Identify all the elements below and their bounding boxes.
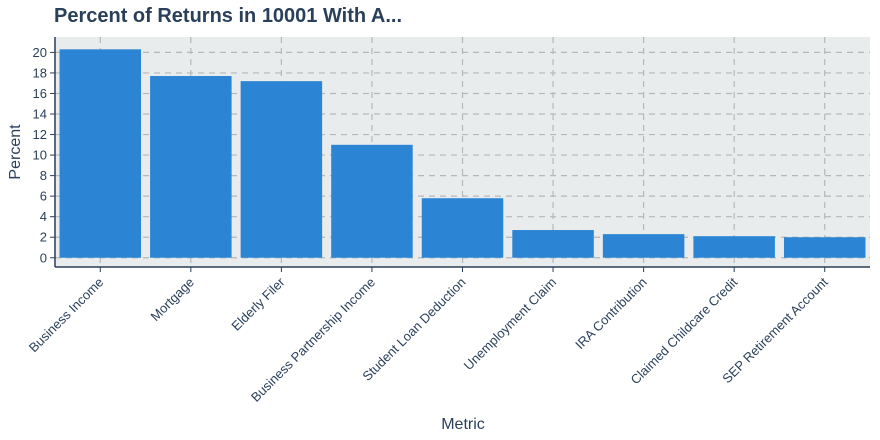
y-tick-label: 10 (33, 148, 47, 163)
y-tick-label: 8 (40, 168, 47, 183)
bar (240, 81, 323, 258)
x-tick-label: Student Loan Deduction (359, 275, 468, 384)
x-tick-label: IRA Contribution (572, 275, 650, 353)
chart-title: Percent of Returns in 10001 With A... (54, 5, 403, 27)
y-tick-label: 12 (33, 127, 47, 142)
y-tick-label: 2 (40, 230, 47, 245)
y-tick-label: 6 (40, 189, 47, 204)
y-tick-label: 16 (33, 86, 47, 101)
x-axis-label: Metric (441, 416, 485, 433)
bars (59, 49, 866, 258)
y-tick-label: 20 (33, 45, 47, 60)
bar (693, 236, 775, 258)
y-tick-label: 18 (33, 65, 47, 80)
bar (150, 76, 232, 258)
x-tick-label: Unemployment Claim (461, 275, 559, 373)
bar (512, 230, 594, 258)
bar (783, 237, 866, 258)
y-tick-label: 0 (40, 250, 47, 265)
bar (331, 144, 413, 258)
x-tick-label: Business Income (26, 275, 107, 356)
x-tick-label: Mortgage (148, 275, 197, 324)
y-tick-label: 4 (40, 209, 47, 224)
bar (421, 198, 504, 258)
bar (59, 49, 142, 258)
x-tick-label: SEP Retirement Account (719, 274, 831, 386)
x-tick-label: Elderly Filer (228, 274, 288, 334)
y-tick-label: 14 (33, 107, 47, 122)
bar (602, 234, 685, 258)
y-axis-label: Percent (7, 124, 24, 180)
